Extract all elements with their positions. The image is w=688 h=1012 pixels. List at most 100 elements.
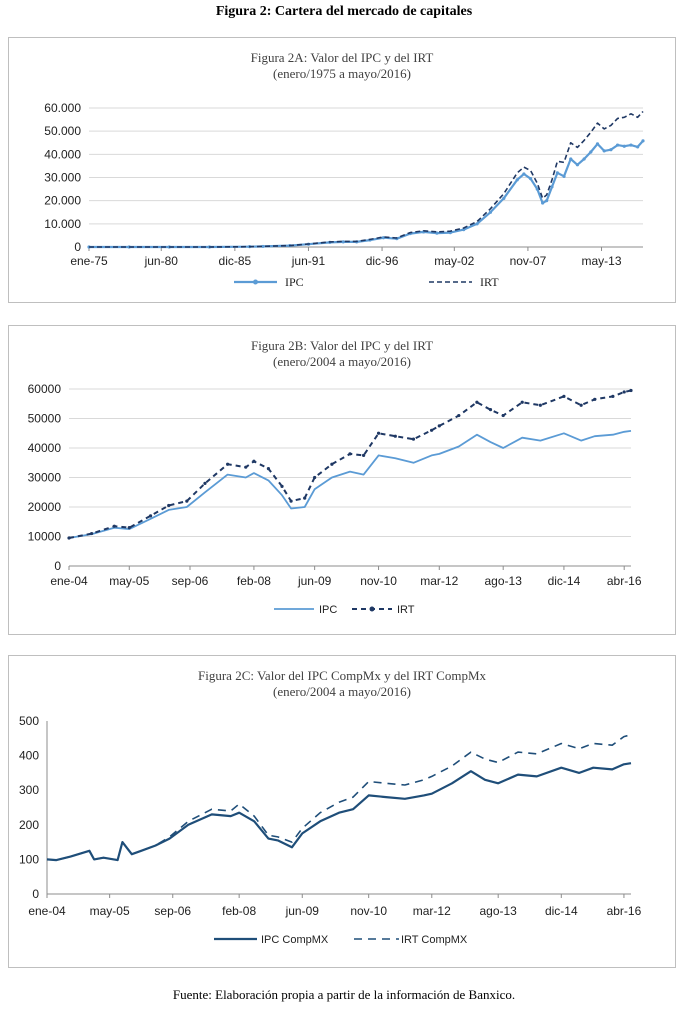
x-tick-label: mar-12 (413, 904, 451, 918)
chart-svg-2a: 0 10.000 20.000 30.000 40.000 50.000 60.000 ene… (44, 101, 645, 289)
x-tick-label: jun-80 (144, 254, 179, 268)
series-line-irt (68, 389, 632, 539)
y-tick-label: 300 (19, 783, 39, 797)
y-tick-label: 20000 (28, 500, 62, 514)
x-tick-label: may-05 (109, 574, 149, 588)
legend-label: IRT CompMX (401, 934, 468, 946)
series-point (502, 196, 506, 200)
series-point (462, 228, 466, 232)
y-tick-label: 50000 (28, 412, 62, 426)
x-tick-label: ene-04 (28, 904, 66, 918)
series-point (488, 408, 493, 412)
series-point (475, 400, 479, 404)
chart-title-2c: Figura 2C: Valor del IPC CompMx y del IR… (198, 668, 486, 683)
legend-label: IRT (397, 604, 415, 616)
legend-label: IRT (480, 275, 499, 289)
series-line-irt-compmx (46, 734, 632, 861)
series-line-ipc (89, 140, 644, 249)
y-tick-label: 40000 (28, 441, 62, 455)
series-point (562, 394, 566, 398)
series-point (90, 531, 94, 536)
source-note: Fuente: Elaboración propia a partir de l… (172, 987, 516, 1002)
x-tick-label: abr-16 (607, 574, 642, 588)
x-tick-label: dic-85 (219, 254, 252, 268)
x-tick-label: feb-08 (222, 904, 256, 918)
x-tick-label: jun-09 (297, 574, 332, 588)
series-point (313, 475, 317, 480)
legend-label: IPC (285, 275, 304, 289)
series-point (261, 244, 265, 249)
series-point (582, 157, 586, 161)
series-point (330, 462, 334, 466)
series-point (393, 434, 397, 438)
series-point (515, 178, 519, 182)
series-point (595, 142, 600, 146)
legend-label: IPC (319, 604, 337, 616)
series-point (67, 536, 71, 540)
series-point (226, 462, 230, 466)
series-point (622, 144, 626, 148)
chart-subtitle-2a: (enero/1975 a mayo/2016) (273, 66, 411, 81)
x-tick-label: may-13 (582, 254, 622, 268)
x-tick-label: ago-13 (479, 904, 517, 918)
x-tick-label: mar-12 (420, 574, 458, 588)
series-point (348, 452, 352, 456)
series-point (341, 240, 345, 244)
legend-label: IPC CompMX (261, 934, 329, 946)
y-tick-label: 0 (32, 887, 39, 901)
series-point (475, 222, 479, 226)
y-tick-label: 0 (54, 559, 61, 573)
x-tick-label: ago-13 (485, 574, 523, 588)
series-point (520, 400, 524, 404)
series-point (127, 526, 131, 530)
x-tick-label: ene-75 (70, 254, 108, 268)
series-point (611, 394, 615, 398)
series-point (535, 187, 539, 191)
y-tick-label: 40.000 (44, 147, 81, 161)
series-point (569, 157, 573, 161)
x-tick-label: abr-16 (607, 904, 642, 918)
series-point (381, 236, 385, 240)
series-point (550, 185, 554, 189)
series-point (575, 163, 580, 167)
series-point (555, 171, 559, 175)
series-point (289, 499, 293, 503)
series-point (589, 150, 593, 154)
legend-marker (369, 606, 375, 612)
series-point (593, 397, 597, 401)
chart-panel-2a: Figura 2A: Valor del IPC y del IRT (ener… (8, 37, 676, 303)
x-tick-label: sep-06 (172, 574, 209, 588)
x-tick-label: feb-08 (237, 574, 271, 588)
y-tick-label: 100 (19, 852, 39, 866)
series-point (429, 428, 434, 432)
series-point (203, 481, 207, 485)
chart-title-2b: Figura 2B: Valor del IPC y del IRT (250, 338, 434, 353)
series-line-irt (89, 110, 644, 248)
series-point (538, 403, 542, 407)
chart-svg-2c: 0 100 200 300 400 500 ene-04 may-05 sep-06 feb-08… (19, 714, 642, 946)
series-point (636, 145, 640, 149)
y-tick-label: 10000 (28, 530, 62, 544)
x-tick-label: dic-14 (548, 574, 581, 588)
series-point (252, 459, 256, 463)
y-tick-label: 500 (19, 714, 39, 728)
series-point (280, 484, 284, 488)
series-point (361, 453, 366, 457)
series-point (148, 514, 153, 518)
series-point (528, 177, 533, 181)
series-point (615, 143, 620, 147)
legend-marker (253, 279, 258, 285)
y-tick-label: 10.000 (44, 217, 81, 231)
series-point (488, 210, 493, 214)
y-tick-label: 400 (19, 749, 39, 763)
series-point (541, 201, 545, 205)
series-line-ipc-compmx (46, 762, 632, 862)
y-tick-label: 30000 (28, 471, 62, 485)
y-tick-label: 20.000 (44, 194, 81, 208)
x-tick-label: jun-09 (285, 904, 320, 918)
series-point (501, 413, 505, 418)
x-tick-label: jun-91 (291, 254, 326, 268)
x-tick-label: may-05 (90, 904, 130, 918)
series-point (303, 496, 307, 500)
series-point (112, 524, 116, 528)
